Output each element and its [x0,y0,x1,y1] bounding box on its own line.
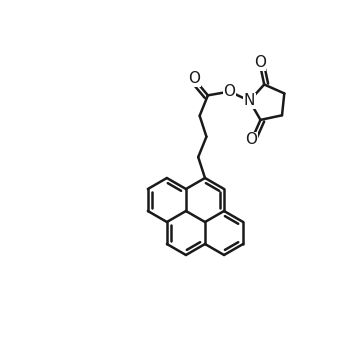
Text: O: O [188,71,200,86]
Text: O: O [254,56,266,71]
Text: O: O [224,84,236,99]
Text: N: N [244,93,255,108]
Text: O: O [246,133,258,148]
